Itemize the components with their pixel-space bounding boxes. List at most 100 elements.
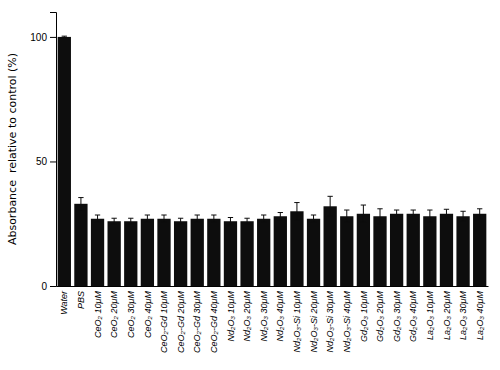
x-tick-label: Nd₂O₃ 20μM — [242, 291, 252, 342]
x-tick: Gd₂O₃ 20μM — [375, 291, 385, 342]
error-bar — [228, 218, 233, 225]
x-tick: Nd₂O₃ 20μM — [242, 291, 252, 342]
x-tick-label: Water — [59, 290, 69, 315]
x-tick: La₂O₃ 10μM — [425, 290, 435, 339]
y-axis-line — [50, 13, 57, 287]
bar — [124, 221, 137, 286]
bar — [340, 216, 353, 286]
error-bar — [95, 215, 100, 222]
x-tick-label: CeO₂ 30μM — [126, 291, 136, 338]
error-bar — [195, 215, 200, 222]
error-bar — [145, 215, 150, 222]
error-bar — [161, 215, 166, 222]
x-tick-label: CeO₂-Gd 30μM — [192, 291, 202, 353]
error-bar — [377, 209, 382, 224]
bar — [207, 219, 220, 286]
bar — [108, 221, 121, 286]
x-tick-label: CeO₂-Gd 40μM — [209, 291, 219, 353]
x-tick-label: CeO₂-Gd 10μM — [159, 291, 169, 353]
error-bar — [444, 209, 449, 218]
chart: 0 50 100 Water PBS CeO₂ 10μM CeO₂ 20μM CeO₂ 30μ… — [0, 0, 500, 370]
bar — [373, 216, 386, 286]
y-tick: 100 — [30, 32, 56, 43]
error-bar — [111, 218, 116, 224]
error-bar — [311, 215, 316, 222]
bar — [224, 221, 237, 286]
error-bar — [427, 210, 432, 222]
x-tick: CeO₂-Gd 20μM — [176, 291, 186, 353]
y-tick-mark — [50, 286, 56, 287]
x-tick: CeO₂ 20μM — [109, 291, 119, 338]
x-tick-label: Gd₂O₃ 10μM — [359, 291, 369, 342]
x-tick-label: La₂O₃ 30μM — [458, 290, 468, 339]
error-bar — [278, 213, 283, 220]
bar — [58, 37, 71, 286]
error-bar — [62, 36, 67, 37]
x-axis: Water PBS CeO₂ 10μM CeO₂ 20μM CeO₂ 30μM CeO₂ … — [57, 287, 489, 353]
x-tick: CeO₂-Gd 30μM — [192, 291, 202, 353]
bar — [174, 221, 187, 286]
x-tick: Nd₂O₃-Si 10μM — [292, 291, 302, 353]
bar — [191, 219, 204, 286]
x-tick-label: CeO₂ 20μM — [109, 291, 119, 338]
x-tick: La₂O₃ 20μM — [442, 290, 452, 339]
bar — [274, 216, 287, 286]
error-bar — [294, 203, 299, 220]
error-bar — [211, 215, 216, 222]
x-tick-label: Nd₂O₃ 10μM — [226, 291, 236, 342]
bar — [141, 219, 154, 286]
bar — [74, 204, 87, 286]
error-bar — [128, 218, 133, 224]
x-tick-label: PBS — [76, 291, 86, 309]
marks — [58, 36, 487, 286]
bar — [240, 221, 253, 286]
bar — [91, 219, 104, 286]
x-tick: Gd₂O₃ 30μM — [392, 291, 402, 342]
x-tick: La₂O₃ 30μM — [458, 290, 468, 339]
bar — [307, 219, 320, 286]
y-tick-label: 0 — [41, 281, 47, 292]
x-tick: CeO₂ 40μM — [143, 291, 153, 338]
error-bar — [460, 211, 465, 221]
x-tick-label: La₂O₃ 20μM — [442, 290, 452, 339]
error-bar — [477, 209, 482, 219]
error-bar — [178, 218, 183, 224]
y-tick-mark — [50, 37, 56, 38]
x-tick: Nd₂O₃-Si 20μM — [309, 291, 319, 353]
bar — [357, 214, 370, 286]
x-tick: CeO₂ 10μM — [93, 291, 103, 338]
bar — [440, 214, 453, 286]
x-tick-label: CeO₂ 40μM — [143, 291, 153, 338]
y-axis-title: Absorbance relative to control (%) — [6, 53, 19, 245]
bar — [290, 211, 303, 286]
x-tick-label: CeO₂-Gd 20μM — [176, 291, 186, 353]
x-tick: Gd₂O₃ 10μM — [359, 291, 369, 342]
x-tick-label: Gd₂O₃ 30μM — [392, 291, 402, 342]
y-tick-label: 100 — [30, 32, 47, 43]
error-bar — [361, 205, 366, 222]
error-bar — [394, 210, 399, 217]
bar — [257, 219, 270, 286]
y-tick: 0 — [41, 281, 56, 292]
x-tick-label: Nd₂O₃ 40μM — [275, 291, 285, 342]
bar — [407, 214, 420, 286]
bar — [456, 216, 469, 286]
x-axis-line — [57, 286, 489, 287]
x-tick-label: Nd₂O₃-Si 20μM — [309, 291, 319, 353]
y-axis: 0 50 100 — [30, 13, 56, 292]
plot: 0 50 100 Water PBS CeO₂ 10μM CeO₂ 20μM CeO₂ 30μ… — [30, 13, 488, 353]
bar — [324, 206, 337, 286]
x-tick: Water — [59, 290, 69, 315]
error-bar — [261, 215, 266, 222]
bar — [390, 214, 403, 286]
error-bar — [344, 210, 349, 222]
error-bar — [327, 196, 332, 216]
x-tick-label: CeO₂ 10μM — [93, 291, 103, 338]
x-tick: Nd₂O₃ 40μM — [275, 291, 285, 342]
x-tick: Nd₂O₃ 10μM — [226, 291, 236, 342]
x-tick-label: Nd₂O₃ 30μM — [259, 291, 269, 342]
error-bar — [78, 198, 83, 210]
bar — [157, 219, 170, 286]
x-tick: Nd₂O₃-Si 30μM — [325, 291, 335, 353]
y-tick-label: 50 — [36, 156, 48, 167]
